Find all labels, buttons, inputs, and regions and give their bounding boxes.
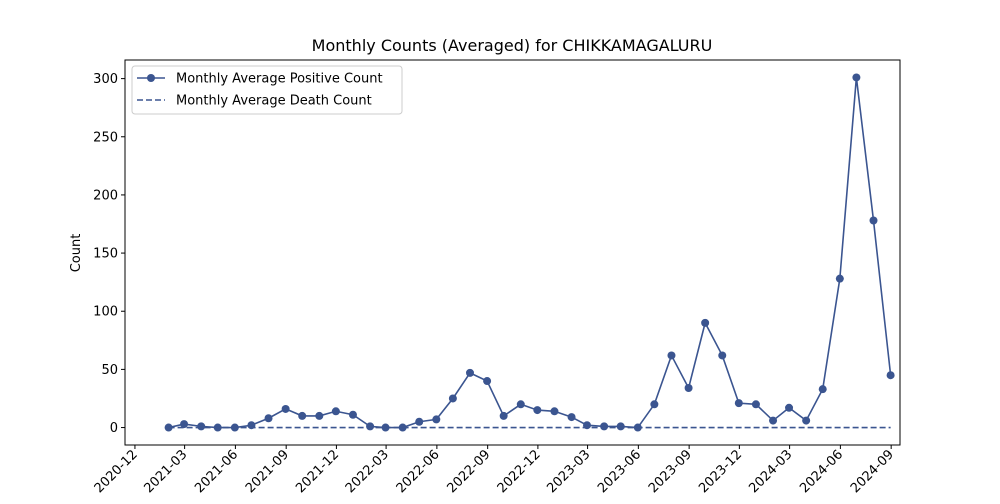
x-tick-label: 2023-03 — [544, 447, 593, 496]
data-point — [432, 415, 441, 424]
data-point — [550, 407, 559, 416]
y-axis-label: Count — [69, 234, 84, 273]
data-point — [835, 274, 844, 283]
data-point — [465, 368, 474, 377]
x-tick-label: 2022-06 — [394, 447, 443, 496]
x-tick-label: 2021-12 — [293, 447, 342, 496]
y-tick-label: 150 — [93, 247, 118, 262]
data-point — [785, 403, 794, 412]
data-point — [180, 420, 189, 429]
data-point — [331, 407, 340, 416]
data-point — [650, 400, 659, 409]
data-point — [616, 422, 625, 431]
data-point — [684, 384, 693, 393]
data-point — [348, 410, 357, 419]
data-point — [197, 422, 206, 431]
legend-marker — [147, 74, 155, 82]
x-tick-label: 2022-03 — [343, 447, 392, 496]
data-point — [769, 416, 778, 425]
data-point — [366, 422, 375, 431]
data-point — [281, 404, 290, 413]
data-point — [718, 351, 727, 360]
data-point — [818, 385, 827, 394]
y-tick-label: 200 — [93, 188, 118, 203]
data-point — [533, 406, 542, 415]
data-point — [264, 414, 273, 423]
data-point — [869, 216, 878, 225]
data-point — [415, 417, 424, 426]
data-point — [852, 73, 861, 82]
data-point — [886, 371, 895, 380]
data-point — [315, 411, 324, 420]
data-point — [499, 411, 508, 420]
y-tick-label: 300 — [93, 72, 118, 87]
x-tick-label: 2021-09 — [243, 447, 292, 496]
data-point — [448, 394, 457, 403]
chart-title: Monthly Counts (Averaged) for CHIKKAMAGA… — [312, 36, 713, 55]
x-tick-label: 2023-06 — [595, 447, 644, 496]
data-point — [567, 413, 576, 422]
x-tick-label: 2020-12 — [92, 447, 141, 496]
legend-label: Monthly Average Death Count — [176, 94, 372, 109]
x-tick-label: 2022-12 — [495, 447, 544, 496]
data-point — [734, 399, 743, 408]
x-tick-label: 2021-06 — [192, 447, 241, 496]
series-line-positive-count — [168, 77, 892, 429]
x-tick-label: 2023-09 — [646, 447, 695, 496]
data-point — [701, 318, 710, 327]
data-point — [516, 400, 525, 409]
plot-frame — [124, 59, 901, 446]
data-point — [483, 377, 492, 386]
data-point — [600, 422, 609, 431]
legend-box — [131, 65, 403, 115]
x-tick-label: 2023-12 — [696, 447, 745, 496]
x-tick-label: 2024-09 — [848, 447, 897, 496]
data-point — [751, 400, 760, 409]
legend: Monthly Average Positive Count Monthly Av… — [131, 65, 403, 115]
data-point — [667, 351, 676, 360]
legend-label: Monthly Average Positive Count — [176, 72, 383, 87]
y-tick-label: 100 — [93, 305, 118, 320]
y-tick-label: 50 — [101, 363, 118, 378]
x-tick-label: 2024-03 — [746, 447, 795, 496]
data-point — [802, 416, 811, 425]
y-tick-label: 250 — [93, 130, 118, 145]
y-tick-label: 0 — [110, 421, 118, 436]
x-tick-label: 2024-06 — [797, 447, 846, 496]
x-tick-label: 2021-03 — [141, 447, 190, 496]
data-point — [298, 411, 307, 420]
x-tick-label: 2022-09 — [444, 447, 493, 496]
data-point — [164, 423, 173, 432]
